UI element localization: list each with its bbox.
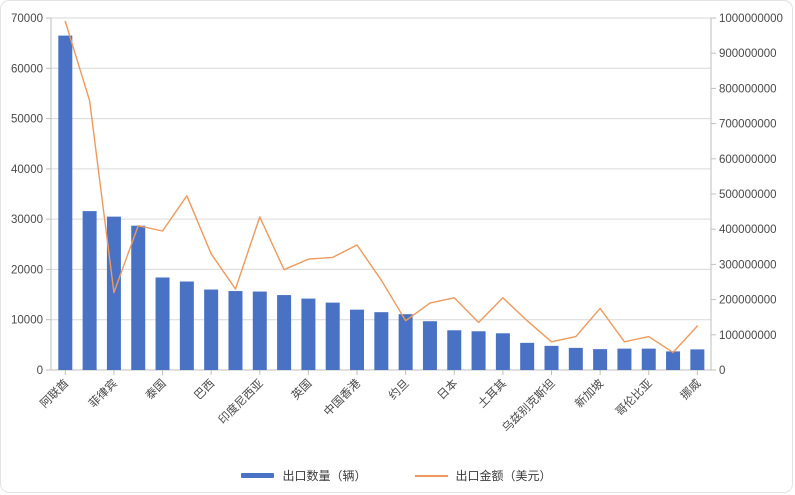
bar-菲律宾 [106,216,121,370]
bar-中国香港 [350,309,365,370]
y-left-tick-label: 0 [37,365,43,377]
bar-英国 [301,298,316,370]
x-tick-label: 约旦 [386,376,412,402]
legend-bar-swatch [241,473,275,478]
x-tick-label: 英国 [288,376,314,402]
amount-line [64,20,699,354]
bar-item-12 [325,302,340,370]
x-tick-label: 土耳其 [475,377,509,411]
y-right-tick-label: 500000000 [719,189,777,201]
chart-canvas: 0 10000 20000 30000 40000 50000 60000 70000 0 100… [11,13,783,435]
bar-item-26 [666,351,681,370]
bar-阿联酋 [58,35,73,370]
y-left-tick-label: 30000 [11,214,43,226]
y-right-tick-label: 700000000 [719,119,777,131]
bar-印度尼西亚 [252,291,267,370]
bar-item-2 [82,211,97,370]
bar-挪威 [690,349,705,370]
y-right-tick-label: 900000000 [719,48,777,60]
bar-item-18 [471,331,486,370]
x-tick-label: 日本 [434,376,461,403]
x-tick-label: 新加坡 [572,376,607,411]
y-right-tick-label: 200000000 [719,295,777,307]
y-left-tick-label: 50000 [11,114,43,126]
legend-bar-label: 出口数量（辆） [282,469,367,483]
bar-乌兹别克斯坦 [544,345,559,370]
bar-新加坡 [593,349,608,370]
bar-泰国 [155,277,170,370]
x-tick-label: 乌兹别克斯坦 [499,376,558,435]
legend-item-amount: 出口金额（美元） [414,467,552,484]
y-right-tick-label: 800000000 [719,83,777,95]
x-tick-label: 中国香港 [321,377,363,419]
bar-item-6 [179,281,194,370]
y-right-tick-label: 1000000000 [719,13,783,25]
x-tick-label: 印度尼西亚 [215,376,266,427]
bar-哥伦比亚 [641,348,656,370]
x-tick-label: 哥伦比亚 [612,376,654,418]
x-tick-label: 巴西 [193,378,218,403]
bar-item-16 [422,321,437,370]
y-right-tick-label: 100000000 [719,330,777,342]
legend: 出口数量（辆） 出口金额（美元） [1,467,792,484]
y-left-tick-label: 60000 [11,63,43,75]
y-left-tick-label: 20000 [11,264,43,276]
y-right-tick-label: 0 [719,365,725,377]
bar-日本 [447,330,462,370]
y-right-tick-label: 600000000 [719,154,777,166]
y-left-tick-label: 40000 [11,164,43,176]
x-tick-label: 挪威 [677,376,704,403]
bar-土耳其 [495,333,510,370]
bar-item-24 [617,348,632,370]
bar-item-14 [374,312,389,370]
legend-item-quantity: 出口数量（辆） [241,467,367,484]
y-right-tick-label: 300000000 [719,259,777,271]
legend-line-label: 出口金额（美元） [455,469,552,483]
bar-巴西 [204,289,219,370]
bar-item-22 [568,347,583,370]
bar-item-4 [131,225,146,370]
bar-item-20 [520,342,535,370]
y-left-tick-label: 70000 [11,13,43,25]
y-right-tick-label: 400000000 [719,224,777,236]
legend-line-swatch [414,474,448,477]
bar-约旦 [398,314,413,370]
x-tick-label: 菲律宾 [86,376,120,410]
bar-item-8 [228,291,243,370]
bar-item-10 [277,295,292,370]
x-tick-label: 泰国 [142,376,168,402]
y-left-tick-label: 10000 [11,315,43,327]
x-tick-label: 阿联酋 [37,376,71,410]
